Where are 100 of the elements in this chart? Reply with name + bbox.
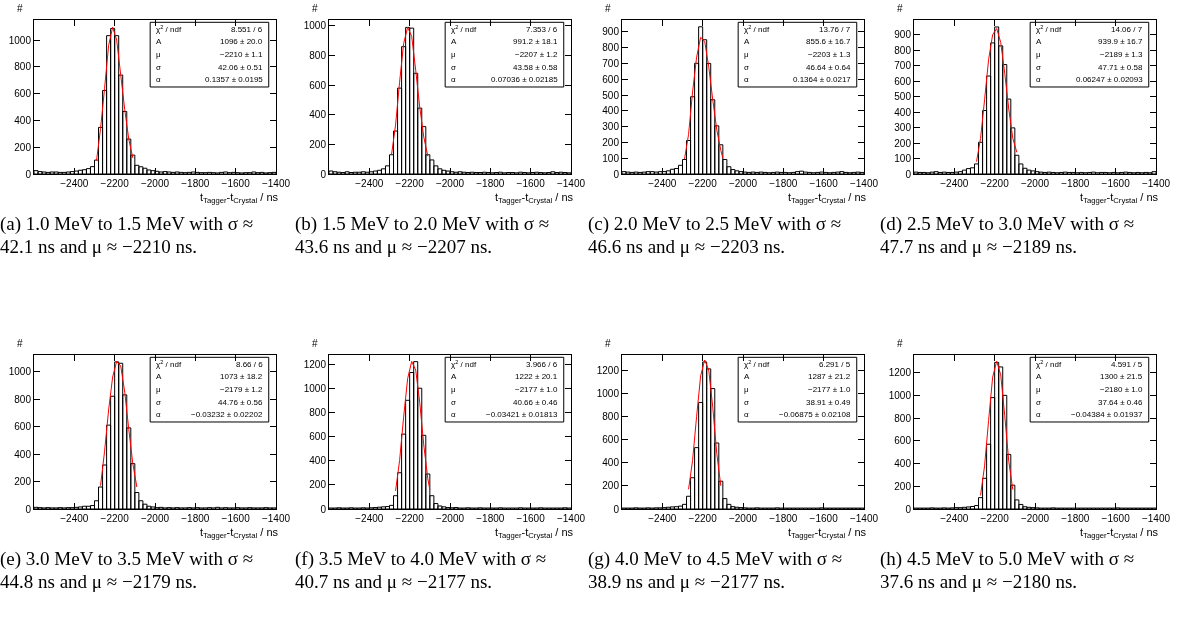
y-tick-label: 400 — [14, 114, 32, 126]
x-tick-label: −2400 — [355, 513, 384, 524]
annotation: 855.6 ± 16.7 — [806, 37, 851, 46]
x-tick-label: −2400 — [60, 513, 89, 524]
y-tick-label: 200 — [894, 137, 912, 149]
y-tick-label: 0 — [905, 503, 912, 515]
annotation: μ — [744, 385, 749, 394]
x-tick-label: −1600 — [516, 513, 546, 524]
y-tick-label: 0 — [905, 168, 912, 180]
annotation: −2207 ± 1.2 — [515, 50, 558, 59]
y-tick-label: 500 — [602, 89, 620, 101]
x-tick-label: −2200 — [395, 513, 425, 524]
annotation: μ — [744, 50, 749, 59]
x-tick-label: −2000 — [1020, 513, 1050, 524]
x-tick-label: −2000 — [140, 178, 170, 189]
annotation: 8.551 / 6 — [231, 25, 263, 34]
x-tick-label: −1600 — [1101, 178, 1131, 189]
y-tick-label: 600 — [14, 88, 32, 100]
x-axis-title: t$_{Tagger}$-t$_{Crystal}$ / ns — [788, 526, 867, 541]
x-tick-label: −2000 — [728, 513, 758, 524]
y-tick-label: 0 — [320, 503, 327, 515]
x-tick-label: −2400 — [60, 178, 89, 189]
y-tick-label: 400 — [309, 109, 327, 121]
y-tick-label: 0 — [25, 503, 32, 515]
y-tick-label: 800 — [602, 410, 620, 422]
y-tick-label: 300 — [602, 121, 620, 133]
y-tick-label: 200 — [14, 141, 32, 153]
annotation: 0.07036 ± 0.02185 — [491, 75, 559, 84]
annotation: 1073 ± 18.2 — [220, 372, 263, 381]
annotation: χ$^{2}$ / ndf — [1036, 359, 1062, 370]
x-tick-label: −1400 — [849, 178, 879, 189]
y-tick-label: 1200 — [888, 367, 912, 379]
y-tick-label: 800 — [602, 42, 620, 54]
y-tick-label: 200 — [602, 136, 620, 148]
x-tick-label: −2400 — [648, 513, 677, 524]
x-tick-label: −1600 — [1101, 513, 1131, 524]
y-tick-label: 600 — [894, 75, 912, 87]
annotation: α — [1036, 75, 1041, 84]
x-tick-label: −2200 — [980, 513, 1010, 524]
x-tick-label: −1400 — [849, 513, 879, 524]
annotation: σ — [1036, 63, 1041, 72]
x-tick-label: −2400 — [648, 178, 677, 189]
annotation: −2180 ± 1.0 — [1100, 385, 1143, 394]
y-tick-label: 1200 — [596, 364, 620, 376]
annotation: μ — [1036, 385, 1041, 394]
y-axis-title: # — [17, 2, 23, 14]
annotation: 47.71 ± 0.58 — [1098, 63, 1143, 72]
annotation: 4.591 / 5 — [1111, 360, 1143, 369]
x-tick-label: −2400 — [940, 513, 969, 524]
y-tick-label: 1000 — [303, 20, 327, 32]
x-tick-label: −1800 — [181, 513, 210, 524]
annotation: 14.06 / 7 — [1111, 25, 1143, 34]
text: (g) 4.0 MeV to 4.5 MeV with σ ≈ 38.9 ns and μ ≈ −2177 ns. — [588, 547, 844, 593]
text: (a) 1.0 MeV to 1.5 MeV with σ ≈ 42.1 ns and μ ≈ −2210 ns. — [0, 212, 255, 258]
y-axis-title: # — [897, 2, 903, 14]
annotation: μ — [451, 385, 456, 394]
annotation: 0.1357 ± 0.0195 — [205, 75, 264, 84]
y-tick-label: 1000 — [596, 387, 620, 399]
y-tick-label: 200 — [894, 480, 912, 492]
y-tick-label: 300 — [894, 122, 912, 134]
x-tick-label: −1600 — [221, 513, 251, 524]
annotation: −2189 ± 1.3 — [1100, 50, 1143, 59]
annotation: α — [156, 410, 161, 419]
annotation: 6.291 / 5 — [819, 360, 851, 369]
annotation: −0.03421 ± 0.01813 — [486, 410, 558, 419]
x-axis-title: t$_{Tagger}$-t$_{Crystal}$ / ns — [200, 191, 279, 206]
annotation: −2177 ± 1.0 — [515, 385, 558, 394]
annotation: −2179 ± 1.2 — [220, 385, 263, 394]
annotation: σ — [156, 63, 161, 72]
x-tick-label: −1400 — [1141, 513, 1171, 524]
annotation: α — [451, 410, 456, 419]
annotation: χ$^{2}$ / ndf — [1036, 24, 1062, 35]
annotation: A — [156, 372, 162, 381]
annotation: α — [451, 75, 456, 84]
y-tick-label: 800 — [309, 406, 327, 418]
x-tick-label: −2400 — [355, 178, 384, 189]
annotation: 939.9 ± 16.7 — [1098, 37, 1143, 46]
annotation: 0.06247 ± 0.02093 — [1076, 75, 1144, 84]
annotation: χ$^{2}$ / ndf — [744, 359, 770, 370]
x-tick-label: −2200 — [688, 513, 718, 524]
y-tick-label: 600 — [894, 435, 912, 447]
x-tick-label: −1400 — [556, 513, 586, 524]
annotation: χ$^{2}$ / ndf — [156, 359, 182, 370]
x-tick-label: −2000 — [140, 513, 170, 524]
x-tick-label: −1800 — [476, 513, 505, 524]
annotation: μ — [156, 385, 161, 394]
annotation: α — [744, 75, 749, 84]
x-tick-label: −1400 — [261, 513, 291, 524]
x-axis-title: t$_{Tagger}$-t$_{Crystal}$ / ns — [788, 191, 867, 206]
annotation: 8.66 / 6 — [236, 360, 264, 369]
annotation: 1300 ± 21.5 — [1100, 372, 1143, 381]
annotation: 1222 ± 20.1 — [515, 372, 558, 381]
y-axis-title: # — [605, 337, 611, 349]
x-tick-label: −2200 — [980, 178, 1010, 189]
y-tick-label: 100 — [602, 152, 620, 164]
y-tick-label: 1000 — [888, 389, 912, 401]
text: (e) 3.0 MeV to 3.5 MeV with σ ≈ 44.8 ns and μ ≈ −2179 ns. — [0, 547, 255, 593]
annotation: 38.91 ± 0.49 — [806, 398, 851, 407]
x-axis-title: t$_{Tagger}$-t$_{Crystal}$ / ns — [1080, 526, 1159, 541]
x-tick-label: −1800 — [181, 178, 210, 189]
